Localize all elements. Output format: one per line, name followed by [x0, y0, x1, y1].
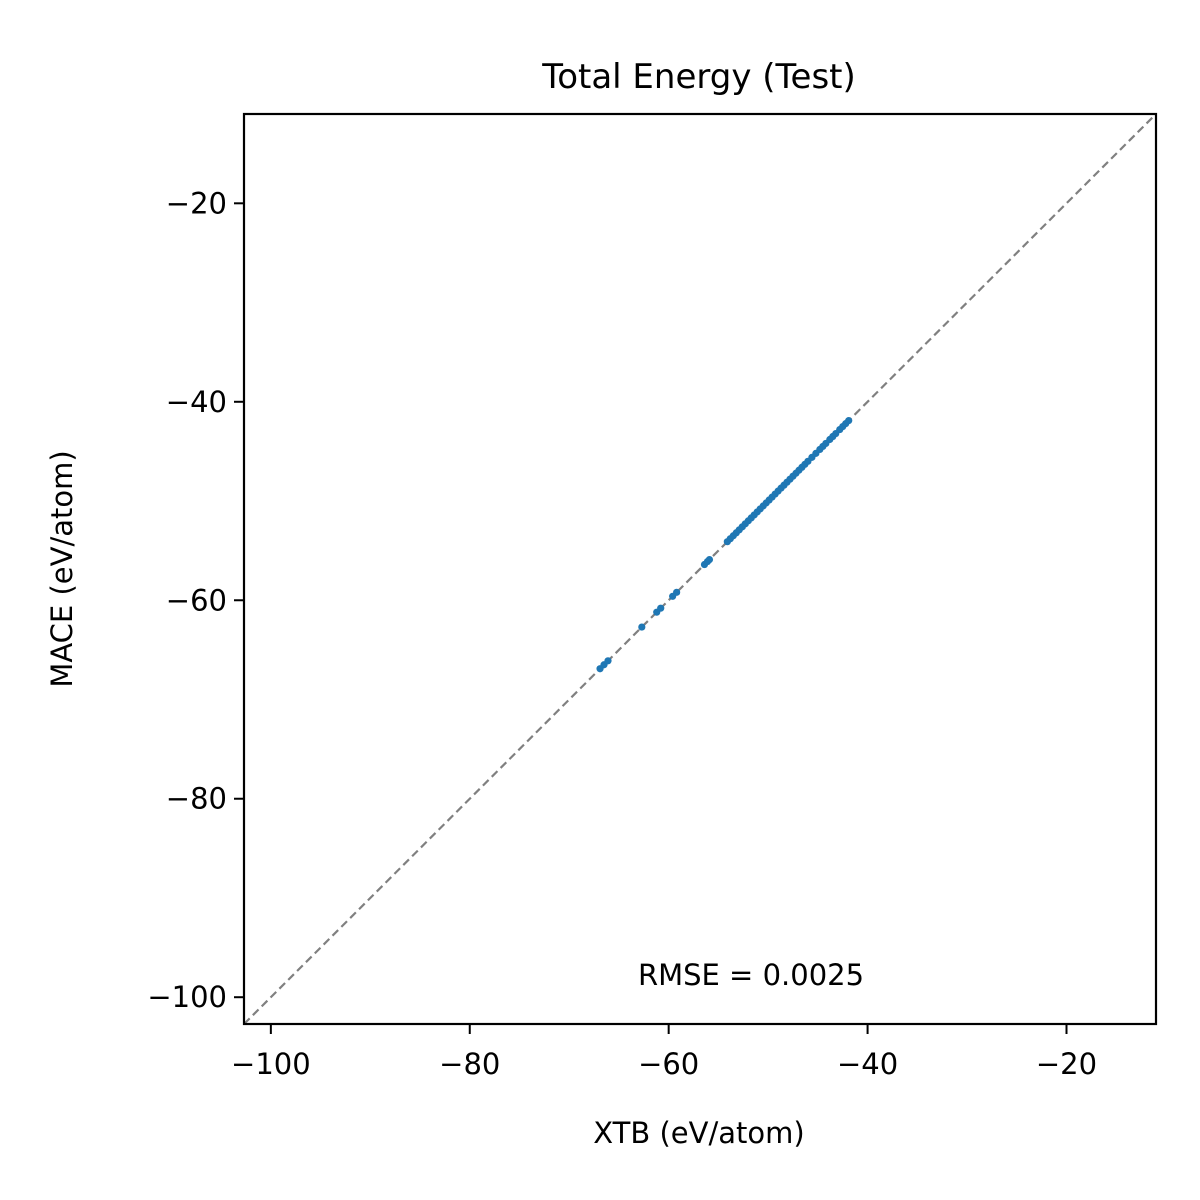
rmse-annotation: RMSE = 0.0025: [638, 958, 864, 992]
x-tick-label: −40: [837, 1047, 898, 1081]
y-tick-label: −40: [166, 385, 227, 419]
data-point: [673, 588, 681, 596]
x-axis-label: XTB (eV/atom): [593, 1116, 804, 1150]
plot-frame: [242, 112, 1158, 1026]
x-tick-label: −100: [231, 1047, 311, 1081]
y-axis-label: MACE (eV/atom): [45, 450, 79, 687]
data-point: [638, 623, 646, 631]
data-point: [657, 604, 665, 612]
x-axis: −100 −80 −60 −40 −20: [231, 1024, 1097, 1081]
reference-line: [244, 114, 1156, 1024]
x-tick-label: −80: [439, 1047, 500, 1081]
y-tick-label: −100: [147, 980, 227, 1014]
y-tick-label: −80: [166, 782, 227, 816]
y-tick-label: −60: [166, 583, 227, 617]
x-tick-label: −20: [1036, 1047, 1097, 1081]
data-point: [705, 555, 714, 564]
data-point: [604, 657, 612, 665]
y-tick-label: −20: [166, 186, 227, 220]
y-axis: −100 −80 −60 −40 −20: [147, 186, 244, 1014]
chart-title: Total Energy (Test): [541, 57, 856, 97]
data-points: [596, 417, 853, 673]
data-point: [845, 417, 853, 425]
x-tick-label: −60: [638, 1047, 699, 1081]
plot-area: [242, 112, 1158, 1026]
